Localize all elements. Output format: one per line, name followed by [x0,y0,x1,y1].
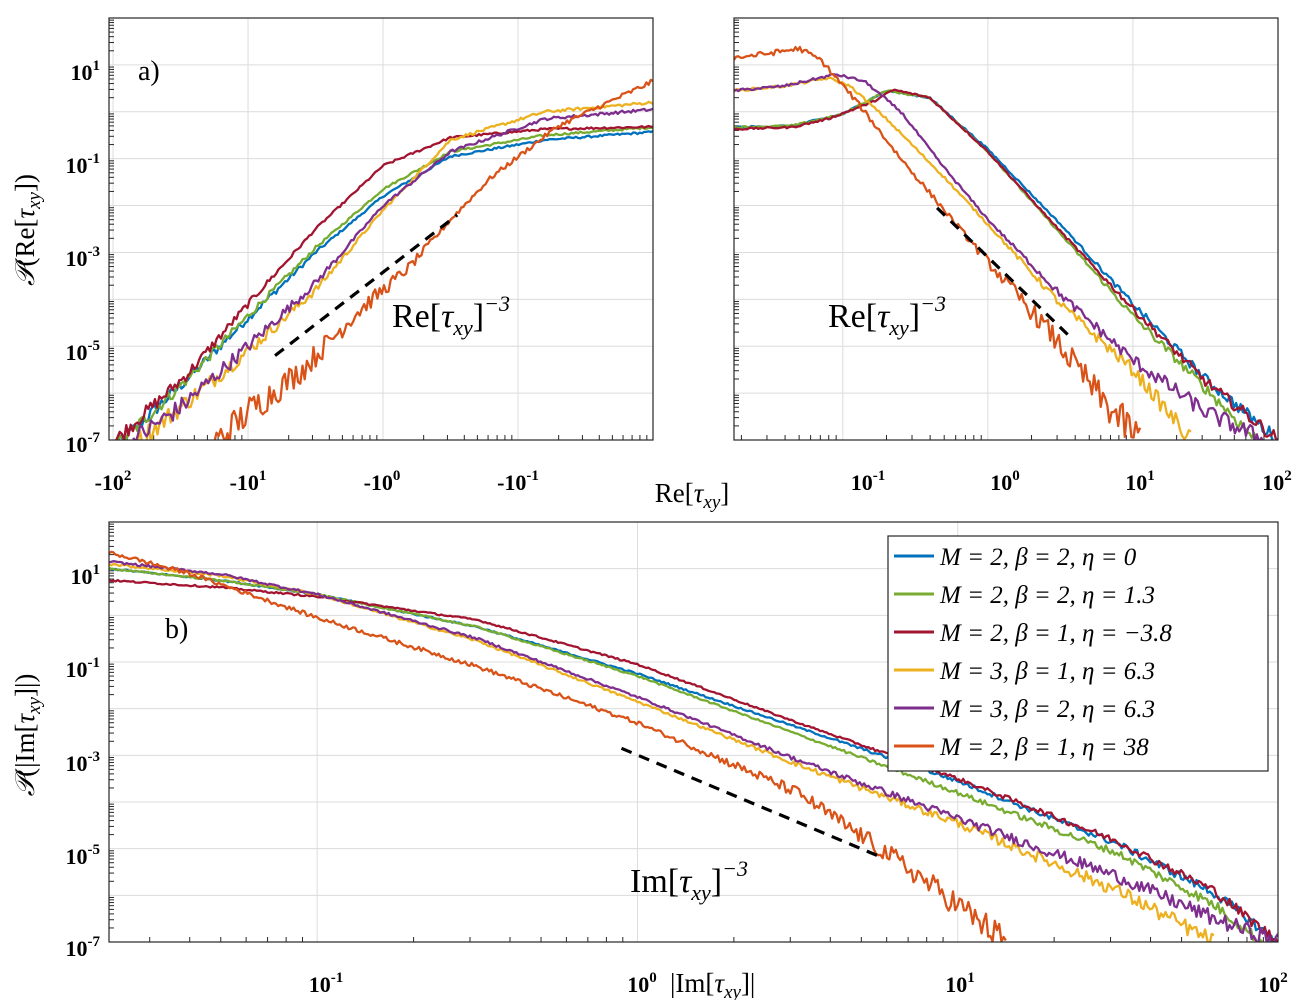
panel-a-right-frame [733,17,1279,441]
legend-items: M = 2, β = 2, η = 0 M = 2, β = 2, η = 1.3… [894,544,1172,761]
panel-b-frame [108,521,1279,943]
x-tick-label: 101 [945,970,975,997]
panel-a-y-axis-label: 𝒫(Re[τxy]) [10,174,45,286]
series-line [109,578,1278,942]
x-tick-label: 101 [1125,468,1155,495]
panel-b-y-ticks: 101 10-1 10-3 10-5 10-7 [66,562,101,961]
panel-a-right-annotation: Re[τxy]−3 [828,291,946,340]
legend-box [887,535,1269,772]
series-line [109,550,1007,942]
series-line [109,560,1278,942]
legend: M = 2, β = 2, η = 0 M = 2, β = 2, η = 1.3… [887,535,1269,772]
y-tick-label: 10-5 [66,842,101,869]
y-tick-label: 10-3 [66,244,101,271]
panel-a-label: a) [138,56,160,87]
panel-b-x-axis-label: |Im[τxy]| [670,968,755,1000]
y-tick-label: 10-5 [66,338,101,365]
panel-a-left-frame [108,17,654,441]
series-line [136,100,653,440]
x-tick-label: 100 [627,970,657,997]
series-line [117,125,653,440]
panel-b-annotation: Im[τxy]−3 [630,856,748,905]
panel-a-left-annotation: Re[τxy]−3 [392,291,510,340]
y-tick-label: 10-7 [66,430,101,457]
x-tick-label: -10-1 [497,468,539,495]
panel-a-right: Re[τxy]−3 10-1 100 101 102 [733,17,1292,495]
series-line [734,45,1142,439]
panel-a-left-x-ticks: -102 -101 -100 -10-1 [95,468,539,495]
legend-label: M = 3, β = 2, η = 6.3 [939,696,1155,723]
x-tick-label: 10-1 [309,970,344,997]
x-tick-label: 102 [1262,468,1292,495]
x-tick-label: -101 [230,468,267,495]
panel-a-left-guide-line [274,213,459,357]
legend-label: M = 3, β = 1, η = 6.3 [939,658,1155,685]
x-tick-label: 10-1 [851,468,886,495]
y-tick-label: 101 [71,562,101,589]
panel-a-x-axis-label: Re[τxy] [655,478,730,513]
x-tick-label: 102 [1258,970,1288,997]
y-tick-label: 10-1 [66,151,101,178]
y-tick-label: 101 [71,58,101,85]
x-tick-label: -100 [364,468,401,495]
panel-b-y-axis-label: 𝒫(|Im[τxy]|) [10,674,45,797]
series-line [115,124,653,440]
legend-label: M = 2, β = 2, η = 1.3 [939,582,1155,609]
legend-label: M = 2, β = 1, η = 38 [939,734,1149,761]
x-tick-label: 100 [990,468,1020,495]
panel-b-guide-line [620,746,879,858]
x-tick-label: -102 [95,468,132,495]
panel-b-x-ticks: 10-1 100 101 102 [309,970,1288,997]
panel-a-right-series [734,45,1278,440]
series-line [213,78,653,440]
series-line [132,107,653,440]
y-tick-label: 10-1 [66,655,101,682]
panel-a-left-series [115,78,653,440]
panel-a-right-x-ticks: 10-1 100 101 102 [851,468,1292,495]
panel-b-series [109,550,1278,942]
series-line [734,88,1278,440]
panel-b-label: b) [165,614,188,645]
legend-label: M = 2, β = 1, η = −3.8 [939,620,1172,647]
legend-label: M = 2, β = 2, η = 0 [939,544,1137,571]
series-line [734,72,1264,440]
panel-b: b) Im[τxy]−3 101 10-1 10-3 10-5 10-7 10-… [10,521,1288,1000]
panel-a-left-y-ticks: 101 10-1 10-3 10-5 10-7 [66,58,101,457]
y-tick-label: 10-7 [66,934,101,961]
panel-a-left: a) Re[τxy]−3 101 10-1 10-3 10-5 10-7 -10… [10,17,654,495]
y-tick-label: 10-3 [66,749,101,776]
